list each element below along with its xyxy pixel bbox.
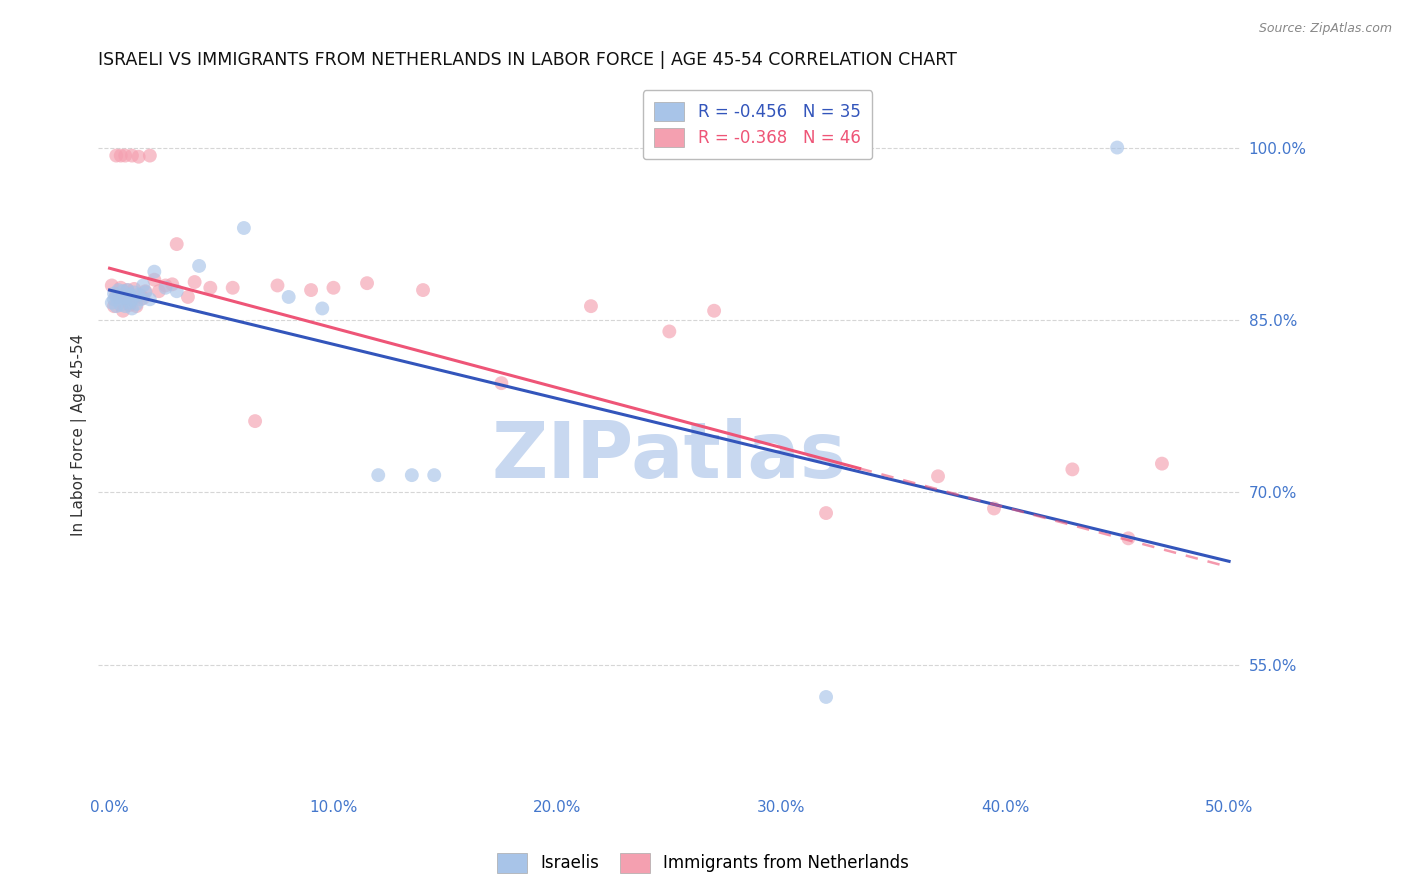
Point <box>166 237 188 252</box>
Point <box>927 469 949 483</box>
Point <box>132 291 155 305</box>
Point <box>107 290 129 304</box>
Point <box>128 150 150 164</box>
Point <box>110 298 132 312</box>
Point <box>266 278 288 293</box>
Point <box>367 468 389 483</box>
Point <box>200 281 222 295</box>
Point <box>1107 140 1129 154</box>
Point <box>129 289 152 303</box>
Text: Source: ZipAtlas.com: Source: ZipAtlas.com <box>1258 22 1392 36</box>
Point <box>139 148 162 162</box>
Point <box>110 281 132 295</box>
Point <box>232 221 254 235</box>
Point <box>148 284 170 298</box>
Point <box>815 690 838 704</box>
Point <box>183 275 205 289</box>
Point <box>107 283 129 297</box>
Point <box>322 281 344 295</box>
Point <box>122 285 145 300</box>
Point <box>118 295 141 310</box>
Point <box>101 295 124 310</box>
Point <box>121 301 143 316</box>
Point <box>1150 457 1173 471</box>
Point <box>117 283 139 297</box>
Point <box>118 298 141 312</box>
Point <box>122 282 145 296</box>
Point <box>139 292 162 306</box>
Point <box>983 501 1005 516</box>
Point <box>114 291 136 305</box>
Point <box>111 291 134 305</box>
Point <box>188 259 211 273</box>
Point <box>103 292 125 306</box>
Point <box>166 284 188 298</box>
Point <box>105 290 128 304</box>
Point <box>110 148 132 162</box>
Point <box>111 284 134 298</box>
Point <box>134 285 156 300</box>
Point <box>105 299 128 313</box>
Legend: R = -0.456   N = 35, R = -0.368   N = 46: R = -0.456 N = 35, R = -0.368 N = 46 <box>643 90 872 159</box>
Point <box>129 292 152 306</box>
Point <box>1062 462 1084 476</box>
Point <box>579 299 602 313</box>
Point <box>121 292 143 306</box>
Point <box>121 292 143 306</box>
Point <box>128 287 150 301</box>
Point <box>155 281 177 295</box>
Point <box>117 283 139 297</box>
Text: ZIPatlas: ZIPatlas <box>492 418 846 494</box>
Point <box>111 303 134 318</box>
Point <box>243 414 266 428</box>
Point <box>103 286 125 301</box>
Point <box>105 148 128 162</box>
Text: ISRAELI VS IMMIGRANTS FROM NETHERLANDS IN LABOR FORCE | AGE 45-54 CORRELATION CH: ISRAELI VS IMMIGRANTS FROM NETHERLANDS I… <box>98 51 957 69</box>
Point <box>423 468 446 483</box>
Point <box>132 278 155 293</box>
Point <box>143 265 166 279</box>
Point <box>125 297 148 311</box>
Point <box>222 281 245 295</box>
Point <box>277 290 299 304</box>
Point <box>412 283 434 297</box>
Point <box>105 287 128 301</box>
Point <box>401 468 423 483</box>
Point <box>143 273 166 287</box>
Point <box>356 276 378 290</box>
Point <box>118 287 141 301</box>
Point <box>101 278 124 293</box>
Point <box>121 148 143 162</box>
Point <box>311 301 333 316</box>
Point <box>103 299 125 313</box>
Point <box>125 299 148 313</box>
Point <box>114 299 136 313</box>
Point <box>299 283 322 297</box>
Point <box>134 284 156 298</box>
Legend: Israelis, Immigrants from Netherlands: Israelis, Immigrants from Netherlands <box>491 847 915 880</box>
Point <box>155 278 177 293</box>
Point <box>1118 532 1140 546</box>
Point <box>658 325 681 339</box>
Point <box>114 290 136 304</box>
Y-axis label: In Labor Force | Age 45-54: In Labor Force | Age 45-54 <box>72 334 87 536</box>
Point <box>177 290 200 304</box>
Point <box>491 376 513 391</box>
Point <box>162 277 184 292</box>
Point <box>114 148 136 162</box>
Point <box>815 506 838 520</box>
Point <box>703 303 725 318</box>
